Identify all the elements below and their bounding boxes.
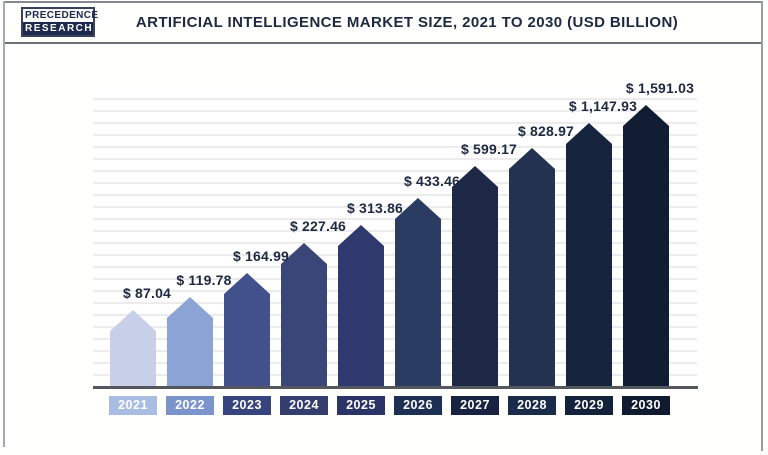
frame-top-border <box>4 1 763 3</box>
bar-2025 <box>338 225 384 389</box>
x-tick-2026: 2026 <box>394 396 442 415</box>
bar-value-label-2027: $ 599.17 <box>460 141 518 157</box>
bar-2024 <box>281 243 327 389</box>
x-tick-2025: 2025 <box>337 396 385 415</box>
bar-2022 <box>167 297 213 389</box>
bar-value-label-2021: $ 87.04 <box>122 285 172 301</box>
x-tick-2029: 2029 <box>565 396 613 415</box>
x-tick-2023: 2023 <box>223 396 271 415</box>
x-tick-2021: 2021 <box>109 396 157 415</box>
bar-2029 <box>566 123 612 389</box>
bar-2026 <box>395 198 441 389</box>
x-tick-2027: 2027 <box>451 396 499 415</box>
chart-title: ARTIFICIAL INTELLIGENCE MARKET SIZE, 202… <box>135 14 679 31</box>
logo-line2: RESEARCH <box>23 22 94 35</box>
bar-value-label-2026: $ 433.46 <box>403 173 461 189</box>
bar-value-label-2023: $ 164.99 <box>232 248 290 264</box>
bar-value-label-2028: $ 828.97 <box>517 123 575 139</box>
bar-value-label-2024: $ 227.46 <box>289 218 347 234</box>
bar-value-label-2025: $ 313.86 <box>346 200 404 216</box>
x-axis-line <box>93 386 698 389</box>
header: PRECEDENCE RESEARCH ARTIFICIAL INTELLIGE… <box>5 3 761 44</box>
precedence-research-logo: PRECEDENCE RESEARCH <box>21 7 99 37</box>
bar-value-label-2029: $ 1,147.93 <box>568 98 638 114</box>
bar-value-label-2030: $ 1,591.03 <box>625 80 695 96</box>
frame-left-border <box>3 1 5 447</box>
bar-2027 <box>452 166 498 389</box>
bar-2028 <box>509 148 555 389</box>
bar-2030 <box>623 105 669 389</box>
x-tick-2030: 2030 <box>622 396 670 415</box>
bar-value-label-2022: $ 119.78 <box>176 272 232 288</box>
frame-right-border <box>761 1 763 451</box>
x-tick-2028: 2028 <box>508 396 556 415</box>
bar-2023 <box>224 273 270 389</box>
x-tick-2022: 2022 <box>166 396 214 415</box>
x-tick-2024: 2024 <box>280 396 328 415</box>
logo-line1: PRECEDENCE <box>23 9 99 22</box>
